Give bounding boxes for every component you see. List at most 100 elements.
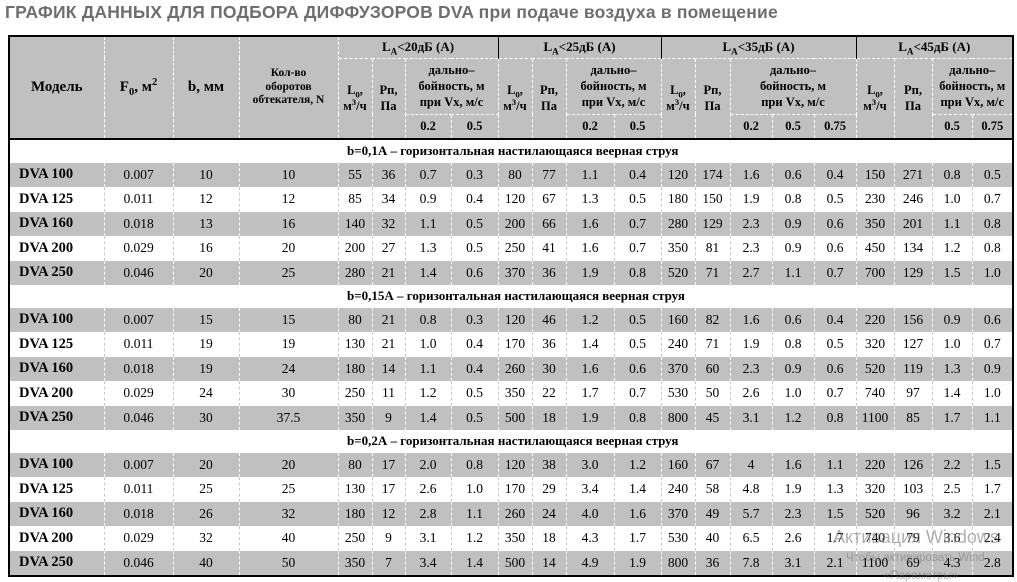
- value-cell: 0.9: [972, 356, 1013, 381]
- section-band-row: b=0,1А – горизонтальная настилающаяся ве…: [9, 139, 1013, 163]
- value-cell: 24: [173, 381, 240, 406]
- value-cell: 2.3: [730, 356, 773, 381]
- diffuser-data-table: Модель F0, м2 b, мм Кол-во оборотов обтекател…: [8, 35, 1014, 577]
- value-cell: 67: [695, 452, 731, 477]
- table-row: DVA 200 0.029 24 30 250 11 1.2 0.5 350 22 1.7 0.7 53…: [9, 381, 1013, 406]
- value-cell: 2.1: [972, 501, 1013, 526]
- value-cell: 250: [338, 381, 373, 406]
- header-row-groups: Модель F0, м2 b, мм Кол-во оборотов обтекател…: [9, 36, 1013, 139]
- value-cell: 0.6: [614, 356, 662, 381]
- value-cell: 0.018: [104, 211, 174, 236]
- value-cell: 14: [532, 550, 567, 576]
- column-header-model: Модель: [9, 36, 105, 139]
- value-cell: 0.7: [614, 211, 662, 236]
- value-cell: 1100: [856, 405, 895, 430]
- value-cell: 370: [661, 356, 696, 381]
- value-cell: 0.5: [614, 187, 662, 212]
- pressure-header: Рп, Па: [532, 58, 567, 139]
- header-row-velocities: 0.2 0.5 0.2 0.5 0.2 0.5 0.75 0.5 0.75: [9, 114, 1013, 139]
- value-cell: 0.9: [772, 211, 815, 236]
- value-cell: 200: [498, 211, 533, 236]
- value-cell: 0.8: [405, 307, 452, 332]
- value-cell: 16: [239, 211, 339, 236]
- value-cell: 69: [894, 550, 933, 576]
- value-cell: 126: [894, 452, 933, 477]
- section-band-row: b=0,15А – горизонтальная настилающаяся в…: [9, 285, 1013, 308]
- model-cell: DVA 125: [9, 477, 105, 502]
- noise-group-header: LA<25дБ (А): [497, 36, 662, 59]
- value-cell: 246: [894, 187, 933, 212]
- model-cell: DVA 200: [9, 236, 105, 261]
- value-cell: 0.5: [451, 405, 499, 430]
- value-cell: 156: [894, 307, 933, 332]
- value-cell: 240: [661, 477, 696, 502]
- value-cell: 280: [661, 211, 696, 236]
- value-cell: 25: [239, 477, 339, 502]
- value-cell: 1.9: [730, 187, 773, 212]
- velocity-header: 0.2: [566, 114, 615, 139]
- value-cell: 0.007: [104, 452, 174, 477]
- value-cell: 350: [661, 236, 696, 261]
- value-cell: 0.7: [814, 260, 857, 285]
- value-cell: 80: [338, 452, 373, 477]
- value-cell: 1.2: [772, 405, 815, 430]
- value-cell: 800: [661, 550, 696, 576]
- value-cell: 0.8: [814, 405, 857, 430]
- value-cell: 1.7: [614, 526, 662, 551]
- value-cell: 201: [894, 211, 933, 236]
- value-cell: 0.7: [972, 187, 1013, 212]
- value-cell: 1.9: [772, 477, 815, 502]
- value-cell: 7.8: [730, 550, 773, 576]
- value-cell: 2.3: [772, 501, 815, 526]
- value-cell: 4.3: [932, 550, 973, 576]
- value-cell: 19: [173, 332, 240, 357]
- value-cell: 2.3: [730, 211, 773, 236]
- table-row: DVA 160 0.018 19 24 180 14 1.1 0.4 260 30 1.6 0.6 37…: [9, 356, 1013, 381]
- value-cell: 15: [173, 307, 240, 332]
- value-cell: 0.011: [104, 332, 174, 357]
- value-cell: 0.3: [451, 307, 499, 332]
- value-cell: 0.8: [932, 162, 973, 187]
- velocity-header: 0.5: [772, 114, 815, 139]
- model-cell: DVA 160: [9, 211, 105, 236]
- velocity-header: 0.75: [814, 114, 857, 139]
- value-cell: 40: [173, 550, 240, 576]
- value-cell: 0.9: [772, 356, 815, 381]
- value-cell: 0.7: [614, 381, 662, 406]
- value-cell: 0.6: [772, 162, 815, 187]
- value-cell: 0.4: [451, 356, 499, 381]
- noise-group-header: LA<35дБ (А): [660, 36, 857, 59]
- value-cell: 81: [695, 236, 731, 261]
- value-cell: 30: [239, 381, 339, 406]
- model-cell: DVA 125: [9, 187, 105, 212]
- value-cell: 0.8: [772, 332, 815, 357]
- value-cell: 1.0: [405, 332, 452, 357]
- value-cell: 500: [498, 405, 533, 430]
- throw-distance-header: дально– бойность, м при Vх, м/с: [932, 58, 1013, 115]
- value-cell: 1.4: [451, 550, 499, 576]
- value-cell: 1.1: [405, 211, 452, 236]
- value-cell: 55: [338, 162, 373, 187]
- value-cell: 0.4: [451, 332, 499, 357]
- value-cell: 450: [856, 236, 895, 261]
- value-cell: 174: [695, 162, 731, 187]
- table-header: Модель F0, м2 b, мм Кол-во оборотов обтекател…: [9, 36, 1013, 139]
- value-cell: 1.6: [566, 236, 615, 261]
- value-cell: 1.6: [614, 501, 662, 526]
- table-row: DVA 160 0.018 13 16 140 32 1.1 0.5 200 66 1.6 0.7 28…: [9, 211, 1013, 236]
- value-cell: 0.018: [104, 501, 174, 526]
- value-cell: 0.4: [814, 162, 857, 187]
- value-cell: 160: [661, 307, 696, 332]
- value-cell: 32: [239, 501, 339, 526]
- value-cell: 2.6: [772, 526, 815, 551]
- value-cell: 0.046: [104, 260, 174, 285]
- column-header-b: b, мм: [173, 36, 240, 139]
- value-cell: 60: [695, 356, 731, 381]
- value-cell: 10: [173, 162, 240, 187]
- value-cell: 740: [856, 381, 895, 406]
- value-cell: 21: [372, 332, 406, 357]
- value-cell: 77: [532, 162, 567, 187]
- column-header-f0: F0, м2: [104, 36, 174, 139]
- value-cell: 24: [532, 501, 567, 526]
- value-cell: 1.4: [566, 332, 615, 357]
